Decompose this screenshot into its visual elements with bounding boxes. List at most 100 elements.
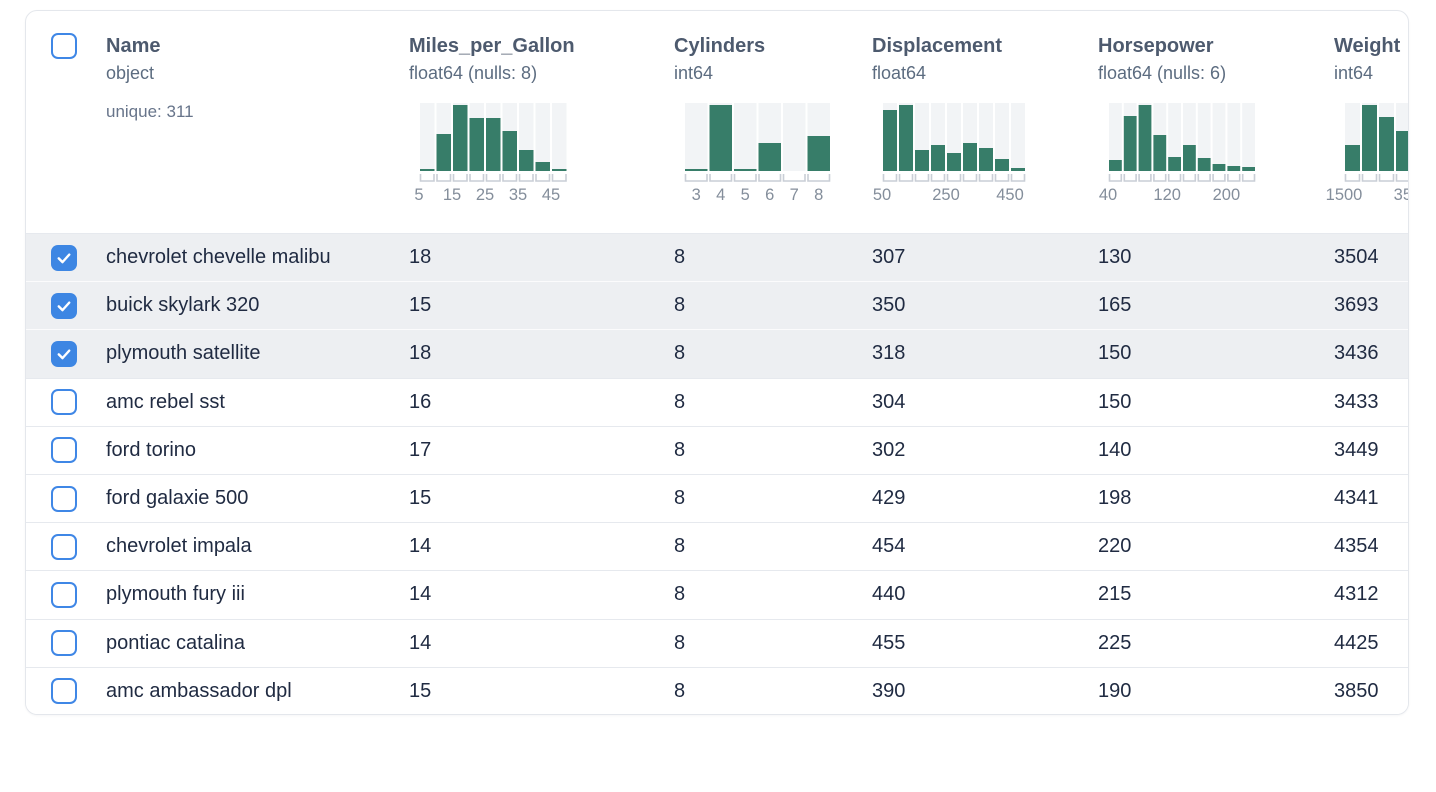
select-all-checkbox[interactable] xyxy=(51,33,77,59)
row-checkbox[interactable] xyxy=(51,437,77,464)
histogram-weight: 1500 3500 xyxy=(1326,103,1408,205)
row-checkbox-cell xyxy=(26,292,106,319)
table-row[interactable]: buick skylark 320 15 8 350 165 3693 xyxy=(26,281,1408,330)
svg-text:4: 4 xyxy=(716,186,725,204)
cell-name: amc rebel sst xyxy=(106,390,225,413)
table-row[interactable]: pontiac catalina 14 8 455 225 4425 xyxy=(26,618,1408,667)
cell-displacement: 318 xyxy=(872,342,906,365)
cell-horsepower: 220 xyxy=(1098,535,1132,558)
svg-text:5: 5 xyxy=(741,186,750,204)
row-checkbox-cell xyxy=(26,630,106,657)
column-header-horsepower[interactable]: Horsepower float64 (nulls: 6) 40 120 200 xyxy=(1098,11,1334,233)
row-checkbox-cell xyxy=(26,437,106,464)
cell-displacement: 350 xyxy=(872,294,906,317)
cell-name: plymouth satellite xyxy=(106,342,261,365)
column-unique-count: unique: 311 xyxy=(106,102,194,121)
histogram-miles-per-gallon: 5 15 25 35 45 xyxy=(414,103,674,205)
column-header-name[interactable]: Name object unique: 311 xyxy=(106,11,409,233)
row-checkbox-cell xyxy=(26,244,106,271)
column-title: Displacement xyxy=(872,35,1003,57)
table-row[interactable]: amc ambassador dpl 15 8 390 190 3850 xyxy=(26,666,1408,714)
svg-text:35: 35 xyxy=(509,186,527,204)
svg-text:8: 8 xyxy=(814,186,823,204)
cell-name: buick skylark 320 xyxy=(106,294,260,317)
table-row[interactable]: ford torino 17 8 302 140 3449 xyxy=(26,425,1408,474)
cell-cylinders: 8 xyxy=(674,535,686,558)
table-row[interactable]: chevrolet chevelle malibu 18 8 307 130 3… xyxy=(26,233,1408,282)
row-checkbox[interactable] xyxy=(51,485,77,512)
cell-name: ford galaxie 500 xyxy=(106,487,249,510)
cell-miles-per-gallon: 16 xyxy=(409,390,432,413)
cell-displacement: 440 xyxy=(872,583,906,606)
cell-name: chevrolet impala xyxy=(106,535,252,558)
table-row[interactable]: chevrolet impala 14 8 454 220 4354 xyxy=(26,522,1408,571)
column-title: Miles_per_Gallon xyxy=(409,35,575,57)
table-row[interactable]: plymouth fury iii 14 8 440 215 4312 xyxy=(26,570,1408,619)
svg-text:15: 15 xyxy=(443,186,461,204)
cell-cylinders: 8 xyxy=(674,487,686,510)
svg-text:1500: 1500 xyxy=(1326,186,1363,204)
cell-miles-per-gallon: 17 xyxy=(409,438,432,461)
histogram-horsepower: 40 120 200 xyxy=(1099,103,1334,205)
svg-text:120: 120 xyxy=(1153,186,1181,204)
row-checkbox[interactable] xyxy=(51,533,77,560)
row-checkbox[interactable] xyxy=(51,630,77,657)
cell-miles-per-gallon: 14 xyxy=(409,583,432,606)
cell-weight: 4341 xyxy=(1334,487,1379,510)
cell-miles-per-gallon: 18 xyxy=(409,246,432,269)
row-checkbox[interactable] xyxy=(51,244,77,271)
column-title: Cylinders xyxy=(674,35,766,57)
svg-text:250: 250 xyxy=(932,186,960,204)
row-checkbox-cell xyxy=(26,340,106,367)
cell-cylinders: 8 xyxy=(674,679,686,702)
svg-text:450: 450 xyxy=(996,186,1024,204)
cell-weight: 3433 xyxy=(1334,390,1379,413)
cell-weight: 3449 xyxy=(1334,438,1379,461)
cell-name: amc ambassador dpl xyxy=(106,679,292,702)
cell-miles-per-gallon: 15 xyxy=(409,679,432,702)
cell-cylinders: 8 xyxy=(674,390,686,413)
row-checkbox[interactable] xyxy=(51,678,77,705)
cell-miles-per-gallon: 15 xyxy=(409,294,432,317)
column-dtype: float64 (nulls: 6) xyxy=(1098,63,1227,83)
cell-horsepower: 150 xyxy=(1098,390,1132,413)
cell-miles-per-gallon: 14 xyxy=(409,535,432,558)
row-checkbox[interactable] xyxy=(51,292,77,319)
check-icon xyxy=(57,253,71,263)
cell-name: plymouth fury iii xyxy=(106,583,245,606)
svg-text:7: 7 xyxy=(790,186,799,204)
cell-miles-per-gallon: 14 xyxy=(409,631,432,654)
row-checkbox-cell xyxy=(26,678,106,705)
cell-cylinders: 8 xyxy=(674,631,686,654)
row-checkbox[interactable] xyxy=(51,340,77,367)
column-title: Horsepower xyxy=(1098,35,1214,57)
cell-cylinders: 8 xyxy=(674,246,686,269)
column-header-weight[interactable]: Weight int64 1500 3500 xyxy=(1326,11,1408,233)
cell-horsepower: 215 xyxy=(1098,583,1132,606)
cell-weight: 4425 xyxy=(1334,631,1379,654)
cell-cylinders: 8 xyxy=(674,342,686,365)
table-row[interactable]: plymouth satellite 18 8 318 150 3436 xyxy=(26,329,1408,378)
row-checkbox[interactable] xyxy=(51,581,77,608)
table-row[interactable]: amc rebel sst 16 8 304 150 3433 xyxy=(26,377,1408,426)
cell-displacement: 455 xyxy=(872,631,906,654)
table-row[interactable]: ford galaxie 500 15 8 429 198 4341 xyxy=(26,473,1408,523)
column-title: Weight xyxy=(1334,35,1401,57)
cell-name: pontiac catalina xyxy=(106,631,245,654)
column-header-miles-per-gallon[interactable]: Miles_per_Gallon float64 (nulls: 8) 5 15 2… xyxy=(409,11,674,233)
cell-displacement: 304 xyxy=(872,390,906,413)
data-table-card: Name object unique: 311 Miles_per_Gallon… xyxy=(25,10,1409,715)
cell-displacement: 302 xyxy=(872,438,906,461)
cell-miles-per-gallon: 15 xyxy=(409,487,432,510)
row-checkbox[interactable] xyxy=(51,389,77,416)
row-checkbox-cell xyxy=(26,389,106,416)
column-header-displacement[interactable]: Displacement float64 50 250 450 xyxy=(872,11,1098,233)
svg-text:5: 5 xyxy=(414,186,423,204)
cell-horsepower: 198 xyxy=(1098,487,1132,510)
svg-text:200: 200 xyxy=(1213,186,1241,204)
cell-cylinders: 8 xyxy=(674,294,686,317)
cell-horsepower: 225 xyxy=(1098,631,1132,654)
cell-displacement: 390 xyxy=(872,679,906,702)
cell-weight: 3504 xyxy=(1334,246,1379,269)
